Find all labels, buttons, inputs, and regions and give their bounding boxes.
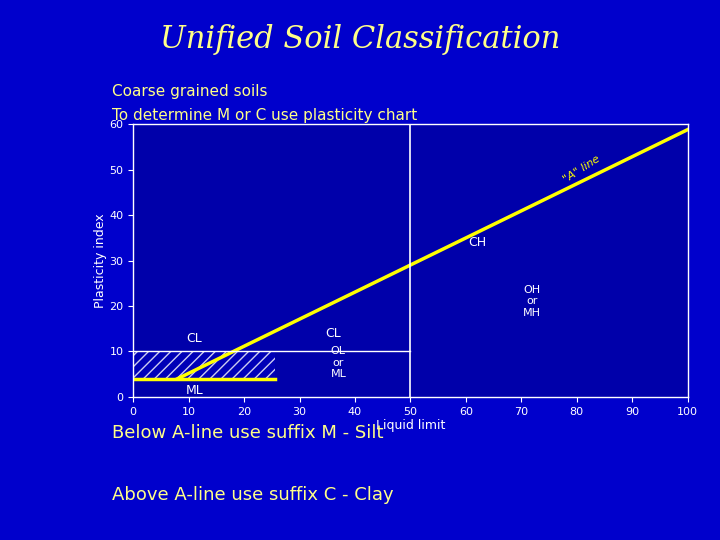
Text: OH
or
MH: OH or MH	[523, 285, 541, 318]
Text: Coarse grained soils: Coarse grained soils	[112, 84, 267, 99]
Text: CH: CH	[468, 236, 486, 249]
Text: Below A-line use suffix M - Silt: Below A-line use suffix M - Silt	[112, 424, 383, 442]
Y-axis label: Plasticity index: Plasticity index	[94, 213, 107, 308]
Text: CL: CL	[325, 327, 341, 340]
Text: ML: ML	[185, 383, 203, 396]
Text: OL
or
ML: OL or ML	[330, 346, 346, 380]
Text: Above A-line use suffix C - Clay: Above A-line use suffix C - Clay	[112, 486, 393, 504]
X-axis label: Liquid limit: Liquid limit	[376, 420, 445, 433]
Bar	[133, 352, 274, 379]
Text: Unified Soil Classification: Unified Soil Classification	[160, 24, 560, 55]
Text: CL: CL	[186, 332, 202, 345]
Text: "A" line: "A" line	[562, 154, 603, 185]
Text: To determine M or C use plasticity chart: To determine M or C use plasticity chart	[112, 108, 417, 123]
